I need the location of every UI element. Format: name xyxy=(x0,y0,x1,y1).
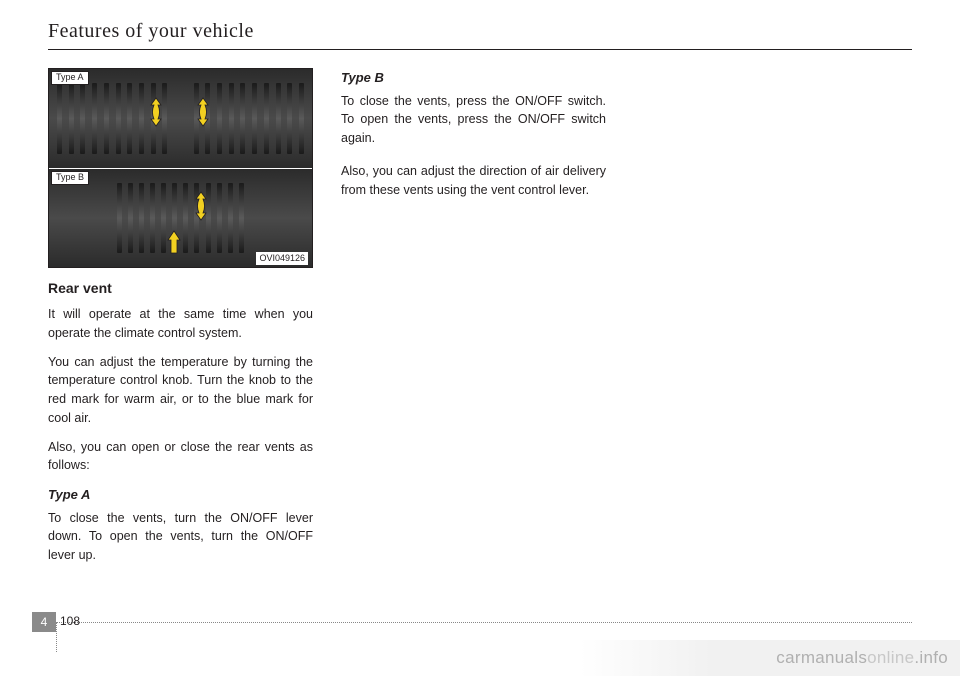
body-text: Also, you can adjust the direction of ai… xyxy=(341,162,606,200)
manual-page: Features of your vehicle xyxy=(0,0,960,676)
chapter-number: 4 xyxy=(32,612,56,632)
watermark-text-b: online xyxy=(867,648,914,668)
figure-type-b-panel: Type B OVI049126 xyxy=(49,168,312,267)
page-footer: 4 108 xyxy=(0,612,960,636)
watermark-text-c: .info xyxy=(914,648,948,668)
column-3 xyxy=(634,68,899,575)
adjust-arrow-icon xyxy=(194,191,208,221)
figure-type-a-panel: Type A xyxy=(49,69,312,168)
column-2: Type B To close the vents, press the ON/… xyxy=(341,68,606,575)
section-title: Features of your vehicle xyxy=(48,20,912,43)
rear-vent-figure: Type A Type B OVI049126 xyxy=(48,68,313,268)
body-text: Also, you can open or close the rear ven… xyxy=(48,438,313,476)
up-arrow-icon xyxy=(167,230,181,254)
footer-rule xyxy=(56,622,912,623)
figure-code: OVI049126 xyxy=(256,252,308,266)
body-text: To close the vents, turn the ON/OFF leve… xyxy=(48,509,313,565)
watermark: carmanualsonline.info xyxy=(580,640,960,676)
rear-vent-heading: Rear vent xyxy=(48,278,313,299)
figure-label-a: Type A xyxy=(51,71,89,85)
adjust-arrow-icon xyxy=(196,97,210,127)
body-text: It will operate at the same time when yo… xyxy=(48,305,313,343)
figure-label-b: Type B xyxy=(51,171,89,185)
column-1: Type A Type B OVI049126 Rear vent xyxy=(48,68,313,575)
page-header: Features of your vehicle xyxy=(48,20,912,50)
type-a-subheading: Type A xyxy=(48,485,313,505)
type-b-subheading: Type B xyxy=(341,68,606,88)
watermark-text-a: carmanuals xyxy=(776,648,867,668)
footer-rule-vertical xyxy=(56,622,57,652)
body-text: To close the vents, press the ON/OFF swi… xyxy=(341,92,606,148)
adjust-arrow-icon xyxy=(149,97,163,127)
page-number: 108 xyxy=(60,614,80,628)
content-columns: Type A Type B OVI049126 Rear vent xyxy=(48,68,912,575)
body-text: You can adjust the temperature by turnin… xyxy=(48,353,313,428)
